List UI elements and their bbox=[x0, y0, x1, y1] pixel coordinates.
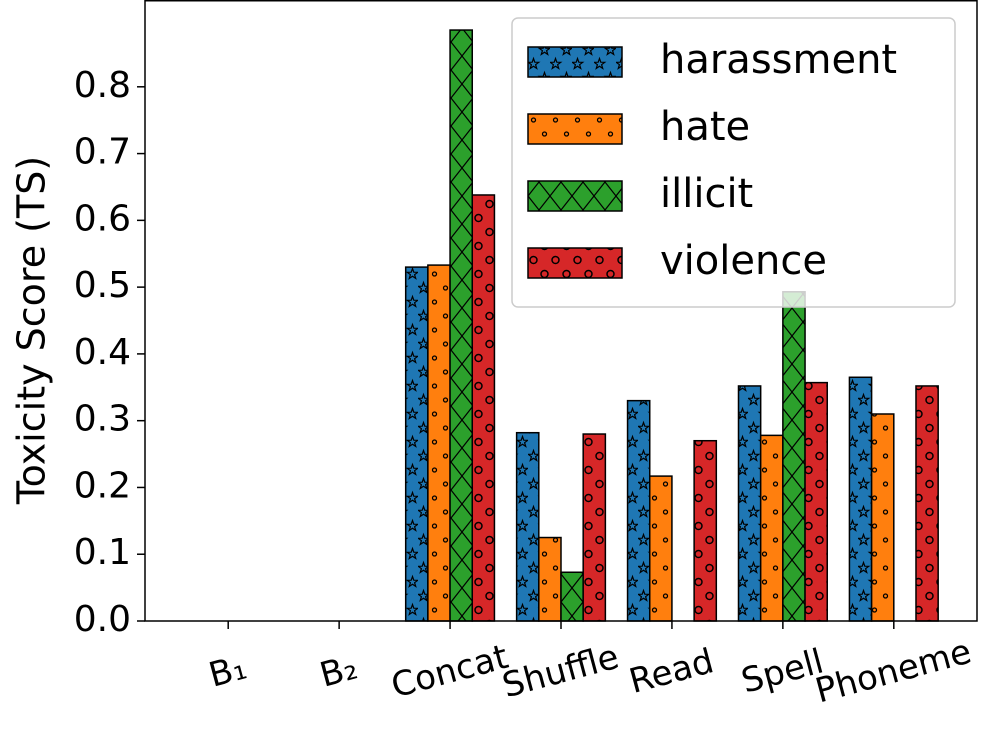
y-tick-label: 0.8 bbox=[74, 65, 131, 106]
legend-swatch bbox=[527, 46, 623, 78]
y-tick-label: 0.6 bbox=[74, 198, 131, 239]
legend-label: violence bbox=[660, 238, 827, 284]
x-tick-label: B₂ bbox=[316, 647, 362, 695]
bar bbox=[782, 291, 806, 622]
legend-swatch bbox=[527, 113, 623, 145]
legend-swatch bbox=[527, 180, 623, 212]
x-tick-label: Phoneme bbox=[811, 632, 975, 712]
y-axis-label: Toxicity Score (TS) bbox=[10, 156, 54, 505]
y-tick-label: 0.4 bbox=[74, 332, 131, 373]
bar bbox=[626, 399, 651, 622]
bar bbox=[560, 571, 584, 622]
y-tick-label: 0.1 bbox=[74, 532, 131, 573]
x-tick-label: Shuffle bbox=[498, 637, 623, 706]
x-tick-label: Read bbox=[625, 641, 718, 702]
x-tick-label: Concat bbox=[387, 637, 512, 706]
bar bbox=[471, 194, 496, 622]
bar bbox=[693, 439, 718, 622]
bar bbox=[538, 536, 562, 622]
bar bbox=[515, 431, 540, 622]
bar bbox=[427, 264, 451, 622]
legend-label: hate bbox=[660, 104, 750, 150]
bar bbox=[648, 475, 673, 622]
x-tick-label: B₁ bbox=[205, 647, 251, 695]
legend-swatch bbox=[527, 247, 623, 279]
bar bbox=[848, 376, 873, 622]
legend-label: illicit bbox=[660, 171, 753, 217]
bar bbox=[759, 434, 784, 622]
y-tick-label: 0.0 bbox=[74, 599, 131, 640]
bar bbox=[449, 29, 474, 622]
bar bbox=[582, 433, 607, 622]
legend-box bbox=[511, 17, 956, 308]
bar bbox=[737, 385, 762, 622]
y-tick-label: 0.5 bbox=[74, 265, 131, 306]
bar bbox=[915, 385, 939, 622]
y-tick-label: 0.3 bbox=[74, 399, 131, 440]
y-tick-label: 0.2 bbox=[74, 465, 131, 506]
legend-label: harassment bbox=[660, 37, 897, 83]
bar bbox=[804, 381, 828, 622]
y-tick-label: 0.7 bbox=[74, 132, 131, 173]
plot-frame bbox=[144, 0, 978, 622]
legend: harassment hate illicit violence bbox=[511, 17, 956, 308]
bar bbox=[870, 413, 895, 622]
bar bbox=[404, 266, 429, 622]
